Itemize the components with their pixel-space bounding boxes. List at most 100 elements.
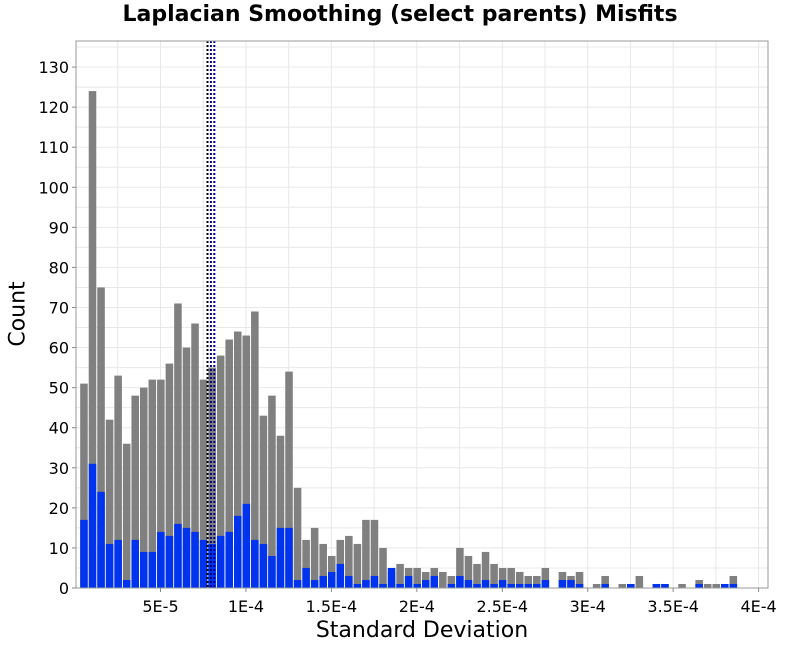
reference-lines xyxy=(206,41,216,588)
total-bar xyxy=(285,371,293,588)
total-bar xyxy=(353,543,362,588)
subset-bar xyxy=(695,583,703,588)
total-bar xyxy=(225,339,233,588)
subset-bar xyxy=(498,579,507,588)
total-bar xyxy=(524,575,533,588)
subset-bar xyxy=(464,579,473,588)
total-bar xyxy=(703,583,712,588)
total-bar xyxy=(635,575,644,588)
subset-bar xyxy=(413,583,421,588)
subset-bar xyxy=(259,543,268,588)
total-bar xyxy=(618,583,627,588)
total-bar xyxy=(541,567,550,588)
total-bar xyxy=(293,487,302,588)
x-tick-label: 3.5E-4 xyxy=(647,597,699,616)
total-bar xyxy=(105,419,114,588)
subset-bar xyxy=(541,579,550,588)
total-bar xyxy=(447,575,456,588)
subset-bar xyxy=(276,527,285,588)
total-bar xyxy=(490,563,498,588)
total-bar xyxy=(515,571,524,588)
subset-bar xyxy=(396,583,404,588)
grid-lines xyxy=(76,41,768,588)
plot-frame xyxy=(75,40,769,589)
subset-bar xyxy=(387,567,396,588)
total-bar xyxy=(413,567,421,588)
subset-bar xyxy=(575,583,584,588)
total-bar xyxy=(251,311,259,588)
y-tick-label: 30 xyxy=(49,459,69,478)
subset-bar xyxy=(421,579,430,588)
subset-bar xyxy=(481,579,490,588)
x-axis-label: Standard Deviation xyxy=(315,618,529,643)
subset-bar xyxy=(345,575,353,588)
subset-bar xyxy=(165,535,174,588)
subset-bar xyxy=(157,531,165,588)
subset-bar xyxy=(404,575,413,588)
total-bar xyxy=(712,583,721,588)
total-bar xyxy=(302,539,310,588)
total-bar xyxy=(122,443,131,588)
subset-bar xyxy=(225,531,233,588)
total-bar xyxy=(729,575,738,588)
subset-bar xyxy=(131,539,139,588)
subset-bar xyxy=(558,579,567,588)
subset-bar xyxy=(97,491,105,588)
subset-bar xyxy=(490,583,498,588)
subset-bar xyxy=(216,535,225,588)
y-axis-label: Count xyxy=(5,281,31,347)
total-bar xyxy=(268,395,276,588)
total-bar xyxy=(379,547,387,588)
subset-bar xyxy=(661,583,669,588)
total-bar xyxy=(216,355,225,588)
subset-bar xyxy=(285,527,293,588)
total-bar xyxy=(575,571,584,588)
subset-bar xyxy=(302,567,310,588)
y-tick-label: 20 xyxy=(49,499,69,518)
total-bar xyxy=(157,379,165,588)
subset-bar xyxy=(310,579,319,588)
x-axis-ticks: 5E-5 1E-4 1.5E-4 2E-4 2.5E-4 3E-4 3.5E-4 4E-4 xyxy=(142,588,777,616)
total-bar xyxy=(498,567,507,588)
subset-bar xyxy=(88,463,97,588)
subset-bar xyxy=(208,543,216,588)
total-bar xyxy=(80,383,88,588)
total-bar xyxy=(148,379,157,588)
total-bar xyxy=(678,583,686,588)
total-bar xyxy=(362,519,370,588)
subset-bar xyxy=(353,583,362,588)
total-bar xyxy=(473,563,481,588)
subset-bar xyxy=(447,583,456,588)
total-bar xyxy=(114,375,122,588)
total-bar xyxy=(592,583,601,588)
total-bar xyxy=(456,547,464,588)
subset-bar xyxy=(362,579,370,588)
total-bar xyxy=(370,519,379,588)
subset-bar xyxy=(370,575,379,588)
total-bar xyxy=(481,551,490,588)
total-bar xyxy=(464,555,473,588)
total-bar xyxy=(439,571,447,588)
y-tick-label: 10 xyxy=(49,539,69,558)
subset-bar xyxy=(327,571,336,588)
y-tick-label: 50 xyxy=(49,379,69,398)
y-tick-label: 100 xyxy=(38,178,69,197)
total-bar xyxy=(199,379,208,588)
x-tick-label: 1.5E-4 xyxy=(306,597,358,616)
total-bar xyxy=(174,303,182,588)
subset-bar xyxy=(199,539,208,588)
subset-bar xyxy=(533,583,541,588)
y-axis-ticks: 0 10 20 30 40 50 60 70 80 90 100 110 120 130 xyxy=(38,58,76,598)
subset-bar xyxy=(139,551,148,588)
subset-bar xyxy=(242,503,251,588)
total-bar xyxy=(97,287,105,588)
subset-bar xyxy=(114,539,122,588)
x-tick-label: 3E-4 xyxy=(570,597,606,616)
subset-bar xyxy=(191,531,199,588)
total-bar xyxy=(276,435,285,588)
y-tick-label: 90 xyxy=(49,218,69,237)
total-bar xyxy=(242,335,251,588)
y-tick-label: 70 xyxy=(49,298,69,317)
total-bar xyxy=(233,331,242,588)
